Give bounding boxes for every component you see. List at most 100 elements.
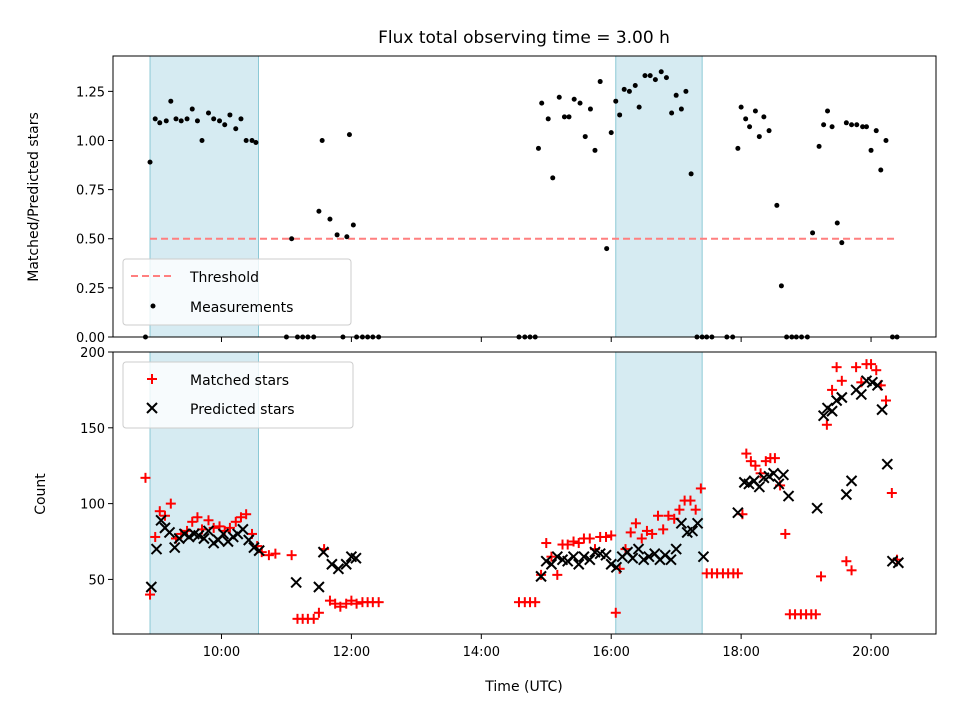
matched-star-point	[871, 365, 882, 376]
matched-star-point	[330, 598, 341, 609]
matched-star-point	[851, 362, 862, 373]
predicted-star-point	[826, 405, 838, 417]
predicted-star-point	[155, 514, 167, 526]
predicted-star-point	[332, 563, 345, 575]
predicted-star-point	[632, 543, 645, 555]
measurement-point	[663, 75, 669, 81]
matched-star-point	[530, 597, 541, 608]
matched-star-point	[308, 613, 319, 624]
top-legend-box	[122, 258, 352, 326]
measurement-point	[556, 94, 562, 100]
measurement-point	[604, 246, 610, 252]
matched-star-point	[373, 597, 384, 608]
measurement-point	[334, 232, 340, 238]
top-y-axis-label: Matched/Predicted stars	[26, 112, 42, 282]
measurement-point	[860, 124, 866, 130]
measurement-point	[829, 124, 835, 130]
matched-star-point	[780, 528, 791, 539]
bot-xtick-label: 16:00	[592, 645, 629, 660]
predicted-star-point	[855, 388, 868, 401]
predicted-star-point	[892, 557, 905, 569]
matched-star-point	[836, 375, 847, 386]
matched-star-point	[187, 516, 198, 527]
predicted-star-point	[871, 379, 884, 392]
bottom-panel: 50 100 150 200 10:00 12:00 14:00 16:00 18:00 20:…	[33, 346, 937, 695]
matched-star-point	[827, 384, 838, 395]
measurement-point	[327, 216, 333, 222]
measurement-point	[738, 104, 744, 110]
matched-star-point	[568, 536, 579, 547]
predicted-star-point	[670, 543, 682, 555]
predicted-star-point	[836, 391, 848, 404]
matched-star-point	[536, 569, 547, 580]
predicted-star-point	[243, 534, 255, 546]
matched-star-point	[230, 516, 241, 527]
matched-star-point	[606, 530, 617, 541]
measurement-point	[344, 234, 350, 240]
predicted-star-point	[150, 543, 163, 555]
measurement-point	[561, 114, 567, 120]
measurement-point	[227, 112, 233, 118]
measurement-point	[163, 118, 169, 124]
predicted-star-point	[578, 550, 590, 563]
measurement-point	[688, 171, 694, 177]
measurement-point	[825, 108, 831, 114]
predicted-star-point	[584, 554, 596, 566]
predicted-star-point	[840, 488, 853, 501]
measurement-point	[545, 116, 551, 122]
predicted-star-point	[198, 532, 210, 545]
matched-star-point	[750, 460, 761, 471]
x-axis-label: Time (UTC)	[484, 679, 562, 695]
matched-star-point	[573, 538, 584, 549]
matched-star-point	[346, 595, 357, 606]
predicted-star-point	[732, 507, 744, 519]
predicted-star-point	[326, 558, 338, 570]
predicted-star-point	[540, 555, 552, 567]
measurement-point	[316, 208, 322, 214]
measurement-point	[157, 120, 163, 126]
matched-star-point	[831, 362, 842, 373]
measurement-point	[539, 100, 545, 106]
measurement-point	[184, 116, 190, 122]
top-ytick-label: 0.25	[76, 282, 105, 297]
top-ytick-label: 0.00	[76, 331, 105, 346]
predicted-star-point	[605, 558, 617, 570]
predicted-star-point	[665, 554, 677, 566]
measurement-point	[550, 175, 556, 181]
predicted-star-point	[743, 478, 755, 490]
top-x-ticks	[220, 337, 872, 342]
predicted-star-point	[777, 469, 790, 481]
matched-legend-label: Matched stars	[190, 373, 289, 389]
predicted-star-point	[350, 552, 362, 564]
measurement-point	[683, 88, 689, 94]
top-panel: 0.00 0.25 0.50 0.75 1.00 1.25 Flux total obse…	[26, 28, 937, 346]
predicted-star-point	[163, 526, 176, 539]
predicted-star-point	[169, 541, 181, 554]
matched-star-point	[647, 528, 658, 539]
predicted-star-point	[535, 570, 547, 583]
measurement-point	[873, 128, 879, 134]
matched-star-point	[324, 595, 335, 606]
matched-star-point	[674, 504, 685, 515]
matched-star-point	[235, 512, 246, 523]
measurement-point	[350, 222, 356, 228]
measurement-point	[577, 100, 583, 106]
predicted-star-point	[626, 552, 639, 564]
matched-star-point	[810, 609, 821, 620]
measurement-point	[346, 132, 352, 138]
measurement-point	[617, 112, 623, 118]
predicted-star-point	[830, 394, 843, 407]
matched-star-point	[641, 525, 652, 536]
matched-star-point	[880, 395, 891, 406]
predicted-star-point	[782, 490, 795, 502]
predicted-star-point	[753, 481, 766, 493]
measurement-point	[752, 108, 758, 114]
measurement-point	[854, 122, 860, 128]
predicted-star-point	[567, 550, 580, 563]
matched-star-point	[313, 607, 324, 618]
matched-star-point	[584, 533, 595, 544]
threshold-legend-label: Threshold	[189, 270, 259, 286]
bottom-y-axis-label: Count	[33, 473, 49, 515]
measurement-point	[253, 139, 259, 145]
